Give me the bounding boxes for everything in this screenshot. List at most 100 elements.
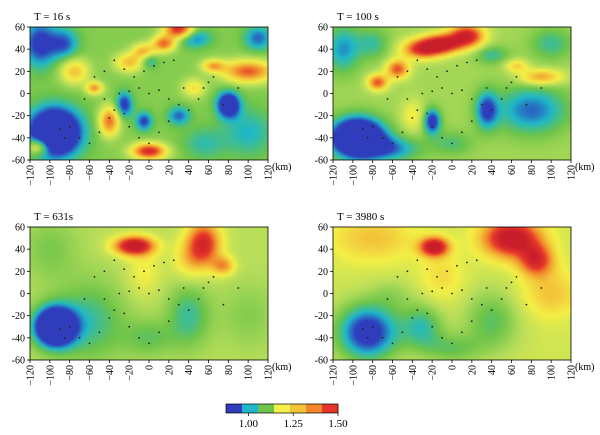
station-marker — [138, 336, 141, 339]
x-tick-label: −100 — [45, 365, 56, 386]
station-marker — [505, 87, 508, 89]
y-tick-label: -60 — [12, 356, 25, 367]
colorbar-swatch — [306, 404, 323, 413]
station-marker — [98, 331, 101, 334]
station-marker — [167, 320, 170, 323]
station-marker — [158, 89, 160, 92]
station-marker — [396, 76, 399, 78]
station-marker — [386, 298, 389, 300]
x-tick-label: −80 — [65, 165, 76, 181]
station-marker — [187, 309, 190, 311]
x-tick-label: −80 — [368, 165, 379, 181]
station-marker — [63, 136, 66, 139]
x-tick-label: −120 — [26, 165, 37, 186]
station-marker — [475, 59, 478, 62]
station-marker — [163, 261, 165, 264]
x-tick-label: 20 — [467, 165, 478, 175]
y-tick-label: 20 — [15, 67, 25, 78]
station-marker — [123, 312, 126, 315]
y-tick-label: 60 — [318, 23, 328, 34]
x-tick-label: 20 — [164, 365, 175, 375]
station-marker — [470, 298, 473, 300]
station-marker — [158, 289, 160, 292]
station-marker — [381, 336, 384, 339]
station-marker — [461, 131, 463, 134]
station-marker — [515, 76, 518, 78]
station-marker — [451, 142, 453, 145]
station-marker — [371, 125, 374, 128]
station-marker — [381, 136, 384, 139]
colorbar-swatch — [322, 404, 339, 413]
station-marker — [113, 309, 116, 311]
station-marker — [441, 287, 443, 289]
x-tick-label: −40 — [408, 365, 419, 381]
y-tick-label: 0 — [20, 289, 25, 300]
station-marker — [416, 59, 419, 62]
station-marker — [108, 117, 111, 119]
station-marker — [93, 276, 96, 278]
x-tick-label: 20 — [467, 365, 478, 375]
station-marker — [167, 120, 170, 123]
x-tick-label: −60 — [85, 165, 96, 181]
x-tick-label: 120 — [264, 165, 275, 180]
station-marker — [406, 70, 409, 73]
station-marker — [480, 303, 483, 306]
colorbar-label: 1.00 — [239, 418, 259, 430]
station-marker — [148, 92, 150, 95]
station-marker — [421, 92, 424, 95]
station-marker — [470, 320, 473, 323]
station-marker — [416, 309, 419, 311]
station-marker — [172, 259, 175, 262]
y-tick-label: 0 — [20, 89, 25, 100]
station-marker — [371, 325, 374, 328]
station-marker — [441, 336, 443, 339]
x-tick-label: −60 — [388, 165, 399, 181]
x-tick-label: 40 — [487, 165, 498, 175]
panel-title: T = 631s — [34, 211, 73, 223]
station-marker — [525, 303, 528, 306]
station-marker — [451, 92, 453, 95]
station-marker — [202, 287, 205, 289]
x-tick-label: 40 — [184, 165, 195, 175]
station-marker — [202, 87, 205, 89]
station-marker — [475, 259, 478, 262]
station-marker — [505, 287, 508, 289]
y-tick-label: 40 — [318, 245, 328, 256]
station-marker — [148, 342, 150, 345]
station-marker — [68, 325, 71, 328]
colorbar-swatch — [290, 404, 307, 413]
station-marker — [78, 136, 81, 139]
y-tick-label: -60 — [315, 356, 328, 367]
x-axis-label: (km) — [272, 362, 291, 373]
y-tick-label: -40 — [315, 333, 328, 344]
station-marker — [103, 298, 106, 300]
station-marker — [118, 292, 121, 295]
y-tick-label: 40 — [15, 245, 25, 256]
station-marker — [148, 142, 150, 145]
x-tick-label: −80 — [368, 365, 379, 381]
station-marker — [391, 142, 394, 145]
x-tick-label: −120 — [26, 365, 37, 386]
station-marker — [138, 87, 141, 89]
x-tick-label: −100 — [348, 365, 359, 386]
y-tick-label: 20 — [318, 267, 328, 278]
x-tick-label: 120 — [567, 165, 578, 180]
station-marker — [456, 64, 458, 67]
x-tick-label: 100 — [547, 365, 558, 380]
x-tick-label: −20 — [428, 365, 439, 381]
colorbar-swatch — [242, 404, 259, 413]
x-tick-label: 40 — [184, 365, 195, 375]
colorbar-swatch — [274, 404, 291, 413]
station-marker — [510, 281, 513, 284]
station-marker — [212, 276, 215, 278]
station-marker — [456, 264, 458, 267]
x-tick-label: 60 — [204, 165, 215, 175]
x-tick-label: −120 — [329, 365, 340, 386]
colorbar-swatch — [258, 404, 275, 413]
station-marker — [451, 342, 453, 345]
station-marker — [361, 128, 364, 130]
y-tick-label: -20 — [315, 311, 328, 322]
station-marker — [153, 264, 155, 267]
station-marker — [158, 331, 160, 334]
